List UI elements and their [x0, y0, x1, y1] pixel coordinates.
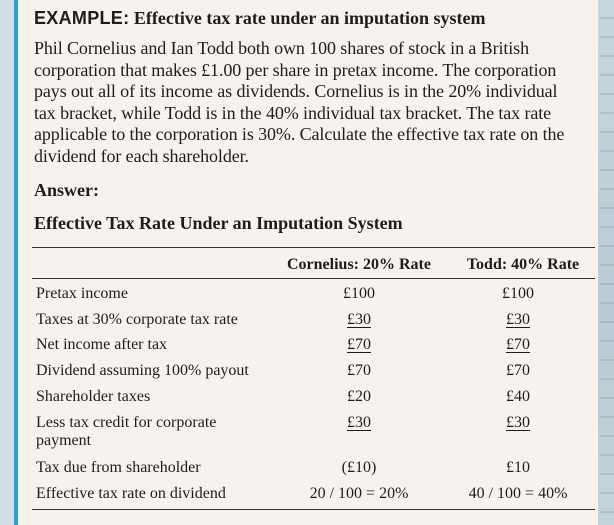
row-label: Less tax credit for corporate payment — [36, 414, 217, 449]
cornelius-value: £30 — [347, 414, 371, 431]
example-title: Effective tax rate under an imputation s… — [133, 8, 486, 28]
example-panel: EXAMPLE: Effective tax rate under an imp… — [14, 0, 598, 525]
problem-line: pays out all of its income as dividends.… — [34, 81, 558, 101]
row-label: Effective tax rate on dividend — [36, 485, 226, 502]
problem-statement: Phil Cornelius and Ian Todd both own 100… — [34, 38, 594, 167]
todd-value: 40 / 100 = 40% — [468, 485, 568, 502]
cornelius-value: £30 — [347, 311, 371, 328]
todd-value: £30 — [506, 311, 530, 328]
cornelius-value: 20 / 100 = 20% — [309, 485, 409, 502]
table-header-rule — [32, 278, 595, 279]
row-label: Net income after tax — [36, 336, 168, 353]
todd-value: £10 — [506, 459, 530, 476]
column-header-cornelius: Cornelius: 20% Rate — [287, 256, 431, 273]
todd-value: £70 — [506, 362, 530, 379]
problem-line: corporation that makes £1.00 per share i… — [34, 59, 557, 80]
todd-value: £100 — [502, 285, 534, 302]
row-label: Shareholder taxes — [36, 388, 151, 405]
problem-line: tax bracket, while Todd is in the 40% in… — [34, 102, 552, 123]
bleed-through-text — [600, 0, 614, 525]
example-heading: EXAMPLE: Effective tax rate under an imp… — [34, 8, 486, 29]
table-title: Effective Tax Rate Under an Imputation S… — [34, 213, 403, 233]
table-top-rule — [32, 247, 595, 248]
table-bottom-rule — [32, 509, 595, 510]
todd-value: £40 — [506, 388, 530, 405]
column-header-todd: Todd: 40% Rate — [466, 256, 580, 273]
row-label: Tax due from shareholder — [36, 459, 201, 476]
row-label: Pretax income — [36, 285, 128, 302]
example-label: EXAMPLE: — [34, 8, 130, 28]
row-label: Dividend assuming 100% payout — [36, 362, 249, 379]
row-label: Taxes at 30% corporate tax rate — [36, 311, 238, 328]
cornelius-value: £70 — [347, 362, 371, 379]
todd-value: £70 — [506, 336, 530, 353]
answer-label: Answer: — [34, 180, 99, 200]
cornelius-value: £100 — [343, 285, 375, 302]
todd-value: £30 — [506, 414, 530, 431]
page-edge-background — [598, 0, 614, 525]
problem-line: Phil Cornelius and Ian Todd both own 100… — [34, 38, 529, 58]
problem-line: dividend for each shareholder. — [34, 145, 249, 166]
cornelius-value: (£10) — [341, 459, 377, 476]
cornelius-value: £70 — [347, 336, 371, 353]
problem-line: applicable to the corporation is 30%. Ca… — [34, 124, 565, 144]
cornelius-value: £20 — [347, 388, 371, 405]
